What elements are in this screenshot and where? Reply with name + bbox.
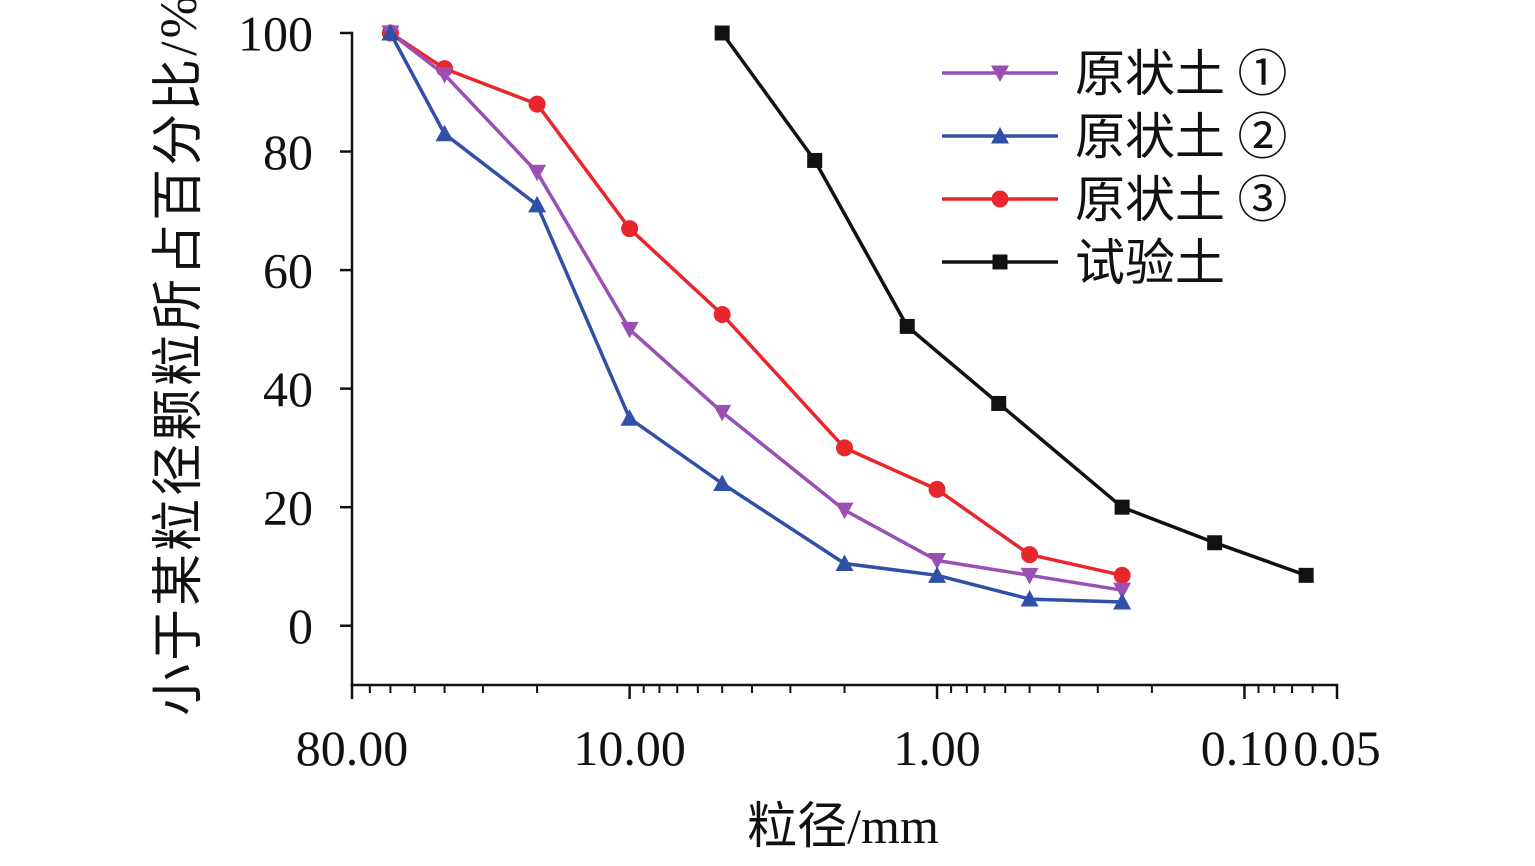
data-point: [991, 395, 1007, 411]
series-4: [714, 25, 1314, 583]
x-axis-title: 粒径/mm: [747, 798, 939, 854]
data-point: [620, 321, 639, 339]
y-axis-title: 小于某粒径颗粒所占百分比/%: [151, 0, 208, 716]
legend: 原状土 ① 原状土 ② 原状土 ③ 试验土: [942, 46, 1288, 291]
y-tick-label: 40: [263, 361, 313, 417]
legend-item: 试验土: [942, 235, 1225, 291]
data-point: [435, 124, 454, 142]
data-point: [621, 220, 639, 238]
data-point: [435, 66, 454, 84]
data-point: [1113, 566, 1131, 584]
legend-label: 试验土: [1075, 235, 1225, 291]
legend-label: 原状土 ②: [1075, 109, 1288, 165]
data-point: [1021, 546, 1039, 564]
data-point: [1207, 535, 1223, 551]
data-point: [835, 554, 854, 571]
series-1: [381, 25, 1132, 600]
data-point: [807, 152, 823, 168]
y-tick-label: 60: [263, 243, 313, 299]
data-point: [1298, 567, 1314, 583]
y-tick-label: 80: [263, 124, 313, 180]
data-point: [836, 439, 853, 457]
data-point: [1020, 567, 1039, 585]
legend-label: 原状土 ①: [1075, 46, 1288, 102]
data-point: [835, 502, 854, 520]
data-point: [1113, 582, 1132, 600]
data-point: [381, 24, 400, 41]
data-point: [713, 404, 732, 422]
data-point: [1114, 499, 1130, 515]
x-tick-label: 80.00: [296, 720, 409, 776]
x-tick-label: 10.00: [573, 720, 686, 776]
data-point: [899, 318, 915, 334]
data-point: [713, 474, 732, 491]
y-tick-label: 100: [238, 6, 313, 62]
data-point: [928, 553, 947, 570]
series-2: [381, 24, 1132, 610]
x-tick-label: 0.05: [1293, 720, 1381, 776]
y-tick-label: 0: [288, 598, 313, 654]
legend-item: 原状土 ①: [942, 46, 1288, 102]
series-layer: [381, 24, 1314, 610]
legend-label: 原状土 ③: [1075, 172, 1288, 228]
data-point: [928, 480, 946, 498]
data-point: [528, 95, 546, 113]
legend-marker: [991, 127, 1009, 144]
data-point: [713, 306, 731, 324]
data-point: [528, 164, 547, 182]
data-point: [1020, 590, 1039, 607]
x-tick-label: 1.00: [893, 720, 981, 776]
legend-item: 原状土 ②: [942, 109, 1288, 165]
data-point: [528, 195, 547, 213]
data-point: [714, 25, 730, 41]
data-point: [1113, 593, 1132, 610]
data-point: [928, 566, 947, 583]
legend-marker: [991, 190, 1009, 208]
data-point: [620, 409, 639, 426]
legend-item: 原状土 ③: [942, 172, 1288, 228]
axes: 100 80 60 40 20 0 80.00 10.00 1.00 0.10 0.05: [238, 6, 1381, 777]
y-tick-label: 20: [263, 480, 313, 536]
x-tick-label: 0.10: [1201, 720, 1289, 776]
legend-marker: [992, 254, 1008, 270]
legend-marker: [991, 65, 1009, 82]
